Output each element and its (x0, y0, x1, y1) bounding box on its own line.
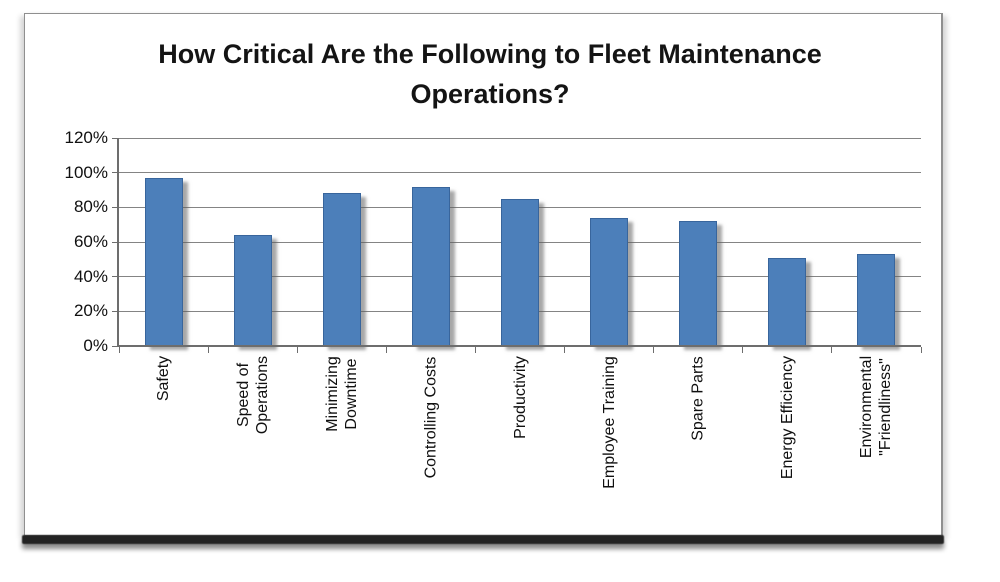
x-axis-tick (653, 347, 655, 353)
x-axis-line (117, 345, 921, 347)
x-axis-category-label: Productivity (511, 356, 529, 439)
x-axis-tick (385, 347, 387, 353)
y-axis-tick-label: 80% (73, 197, 108, 217)
frame-bottom-shadow (22, 535, 944, 544)
x-axis-category-label: Spare Parts (689, 355, 707, 441)
x-axis-tick (474, 347, 476, 353)
x-axis-category-label: Safety (155, 355, 173, 402)
y-axis-tick-label: 0% (83, 336, 108, 355)
x-axis-tick (920, 347, 922, 353)
bar-1 (144, 177, 183, 346)
bar-7 (679, 221, 718, 346)
x-axis-category-label: Employee Training (600, 356, 618, 489)
bar-3 (322, 193, 361, 346)
bar-5 (501, 198, 539, 346)
y-axis-tick (112, 276, 118, 278)
x-axis-category-label: Energy Efficiency (778, 355, 796, 480)
bar-9 (857, 254, 896, 346)
x-axis-tick (296, 347, 298, 353)
bar-8 (768, 257, 807, 346)
y-axis-tick-label: 60% (73, 232, 108, 251)
y-axis-tick (112, 345, 118, 347)
y-axis-tick-label: 20% (73, 301, 108, 321)
y-axis-tick-label: 120% (64, 128, 108, 147)
x-axis-tick (831, 347, 833, 353)
chart-frame: How Critical Are the Following to Fleet … (24, 13, 943, 536)
bar-2 (233, 235, 272, 346)
y-axis-tick (112, 137, 118, 139)
bar-6 (590, 217, 629, 346)
y-axis-tick (112, 206, 118, 208)
gridline (119, 172, 921, 174)
y-axis-tick-label: 100% (64, 162, 108, 182)
x-axis-tick (742, 347, 744, 353)
x-axis-tick (207, 347, 209, 353)
bar-4 (411, 186, 450, 346)
plot-area: 0% 20% 40% 60% 80% 100% 120% Safety Speed of Ope… (25, 14, 941, 535)
y-axis-tick (112, 241, 118, 243)
y-axis-tick-label: 40% (73, 266, 108, 286)
chart-title: How Critical Are the Following to Fleet … (158, 39, 822, 109)
x-axis-category-label: Controlling Costs (422, 356, 440, 478)
x-axis-tick (564, 347, 566, 353)
gridline (119, 137, 921, 139)
x-axis-category-label: Speed of Operations (234, 355, 271, 435)
x-axis-tick (118, 347, 120, 353)
y-axis-line (117, 138, 119, 346)
y-axis-tick (112, 172, 118, 174)
x-axis-category-label: Minimizing Downtime (323, 356, 360, 432)
x-axis-category-label: Environmental "Friendliness" (858, 355, 895, 459)
y-axis-tick (112, 310, 118, 312)
